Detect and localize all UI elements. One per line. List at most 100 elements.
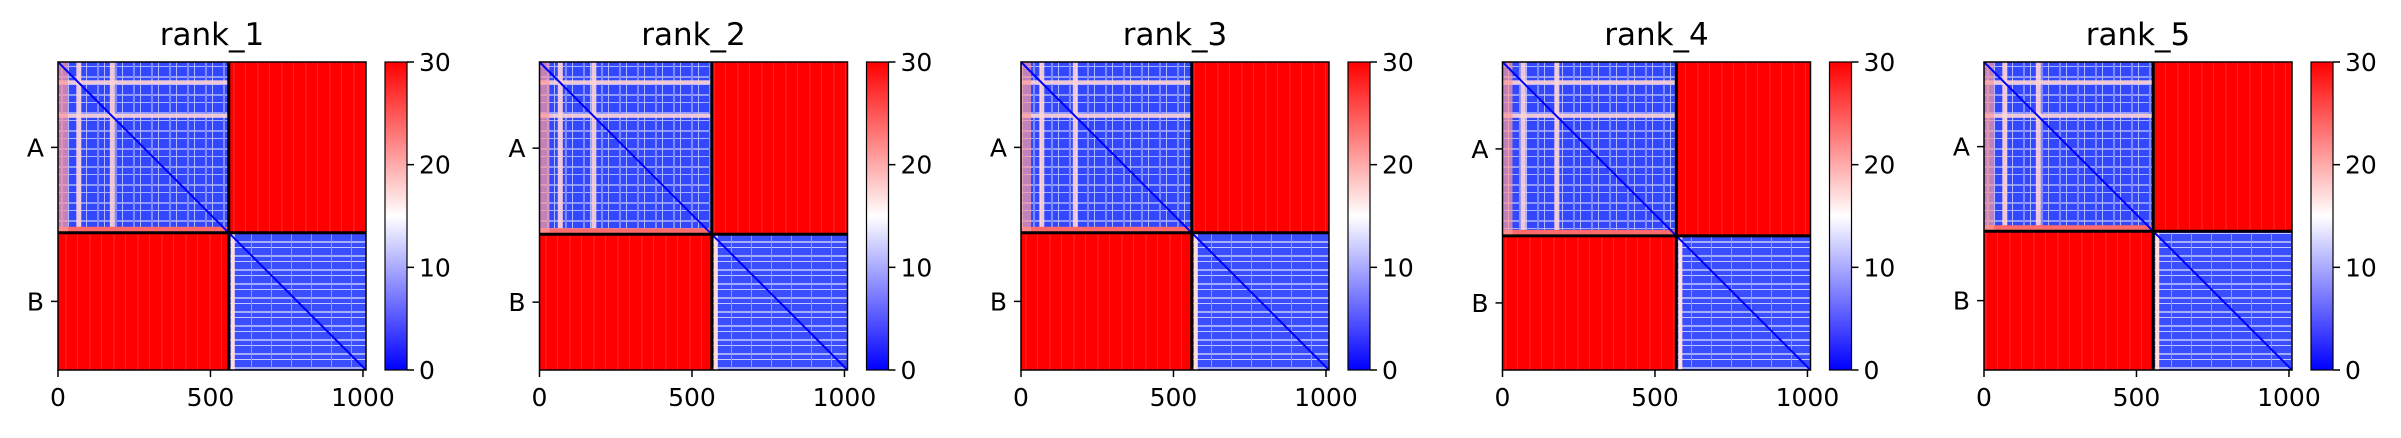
block-BA xyxy=(1502,235,1677,370)
y-tick-label: A xyxy=(508,134,525,163)
colorbar xyxy=(865,61,890,371)
block-AB xyxy=(228,62,366,233)
stripe-feature xyxy=(1021,226,1192,233)
x-tick-label: 500 xyxy=(1150,383,1198,412)
stripe-feature xyxy=(539,113,712,118)
x-tick-label: 0 xyxy=(1495,383,1511,412)
block-BA xyxy=(1021,232,1192,370)
block-AB xyxy=(1676,62,1811,236)
colorbar xyxy=(2310,61,2334,371)
x-tick-label: 1000 xyxy=(1294,383,1358,412)
stripe-feature xyxy=(1502,80,1677,85)
colorbar-tick-label: 30 xyxy=(901,48,933,77)
block-AB xyxy=(2153,62,2292,232)
stripe-feature xyxy=(230,232,235,370)
stripe-feature xyxy=(1021,113,1192,118)
x-tick-label: 500 xyxy=(1631,383,1679,412)
stripe-feature xyxy=(539,228,712,235)
panel-title: rank_5 xyxy=(2086,17,2191,53)
stripe-feature xyxy=(1984,225,2154,232)
stripe-feature xyxy=(1039,62,1045,233)
x-tick-label: 1000 xyxy=(813,383,877,412)
stripe-feature xyxy=(557,62,563,235)
heatmap xyxy=(57,61,367,371)
stripe-feature xyxy=(591,62,597,235)
panel-rank_4: rank_4 0 500 1000 A B 0 10 20 30 xyxy=(1471,17,1895,412)
axes-frame xyxy=(57,61,367,371)
stripe-feature xyxy=(1520,62,1526,236)
colorbar-tick-label: 10 xyxy=(1382,253,1414,282)
block-BA xyxy=(539,234,712,370)
stripe-feature xyxy=(1984,62,1994,232)
stripe-feature xyxy=(58,113,229,118)
x-tick-label: 1000 xyxy=(1776,383,1840,412)
stripe-feature xyxy=(1502,229,1677,236)
block-AB xyxy=(1191,62,1329,233)
stripe-feature xyxy=(1554,62,1560,236)
stripe-feature xyxy=(58,226,229,233)
block-AB xyxy=(711,62,848,235)
stripe-feature xyxy=(1984,113,2154,118)
diagonal-B xyxy=(228,232,367,371)
stripe-feature xyxy=(1678,235,1683,370)
panel-title: rank_2 xyxy=(641,17,746,53)
stripe-feature xyxy=(1193,232,1198,370)
colorbar-tick-label: 20 xyxy=(2345,151,2377,180)
stripe-feature xyxy=(539,62,550,235)
x-tick-label: 0 xyxy=(1013,383,1029,412)
colorbar-tick-label: 30 xyxy=(419,48,451,77)
stripe-feature xyxy=(2155,231,2160,370)
panel-title: rank_4 xyxy=(1604,17,1709,53)
axes-frame xyxy=(538,61,849,371)
heatmap xyxy=(1501,61,1812,371)
y-tick-label: A xyxy=(27,133,44,162)
heatmap xyxy=(1983,61,2293,371)
axes-frame xyxy=(1020,61,1330,371)
x-tick-label: 500 xyxy=(2113,383,2161,412)
colorbar-tick-label: 20 xyxy=(901,151,933,180)
stripe-feature xyxy=(1502,62,1513,236)
stripe-feature xyxy=(539,80,712,85)
stripe-feature xyxy=(2002,62,2008,232)
colorbar-tick-label: 20 xyxy=(1382,151,1414,180)
diagonal-A xyxy=(538,61,713,236)
colorbar xyxy=(1347,61,1371,371)
heatmap xyxy=(1020,61,1330,371)
colorbar-tick-label: 20 xyxy=(1864,151,1896,180)
stripe-feature xyxy=(1021,80,1192,85)
x-tick-label: 0 xyxy=(532,383,548,412)
colorbar xyxy=(1828,61,1853,371)
colorbar-tick-label: 0 xyxy=(901,356,917,385)
x-tick-label: 500 xyxy=(668,383,716,412)
colorbar-tick-label: 10 xyxy=(1864,253,1896,282)
stripe-feature xyxy=(2035,62,2041,232)
panel-rank_5: rank_5 0 500 1000 A B 0 10 20 30 xyxy=(1953,17,2377,412)
y-tick-label: B xyxy=(1471,289,1488,318)
x-tick-label: 1000 xyxy=(2257,383,2321,412)
colorbar-tick-label: 30 xyxy=(1864,48,1896,77)
diagonal-B xyxy=(1191,232,1330,371)
stripe-feature xyxy=(713,234,718,370)
panel-rank_3: rank_3 0 500 1000 A B 0 10 20 30 xyxy=(990,17,1414,412)
panel-rank_2: rank_2 0 500 1000 A B 0 10 20 30 xyxy=(508,17,932,412)
colorbar-tick-label: 10 xyxy=(2345,253,2377,282)
panel-title: rank_1 xyxy=(160,17,265,53)
stripe-feature xyxy=(1502,113,1677,118)
diagonal-A xyxy=(1020,61,1193,234)
colorbar xyxy=(384,61,408,371)
stripe-feature xyxy=(58,62,68,233)
panel-title: rank_3 xyxy=(1123,17,1228,53)
diagonal-B xyxy=(2152,230,2293,371)
panel-rank_1: rank_1 0 500 1000 A B 0 10 20 30 xyxy=(27,17,451,412)
colorbar-tick-label: 0 xyxy=(1382,356,1398,385)
diagonal-B xyxy=(711,233,849,371)
y-tick-label: B xyxy=(990,287,1007,316)
colorbar-tick-label: 0 xyxy=(419,356,435,385)
stripe-feature xyxy=(76,62,82,233)
y-tick-label: A xyxy=(1471,135,1488,164)
stripe-feature xyxy=(58,80,229,85)
x-tick-label: 1000 xyxy=(331,383,395,412)
x-tick-label: 500 xyxy=(187,383,235,412)
block-BA xyxy=(1984,231,2154,370)
colorbar-tick-label: 10 xyxy=(901,253,933,282)
